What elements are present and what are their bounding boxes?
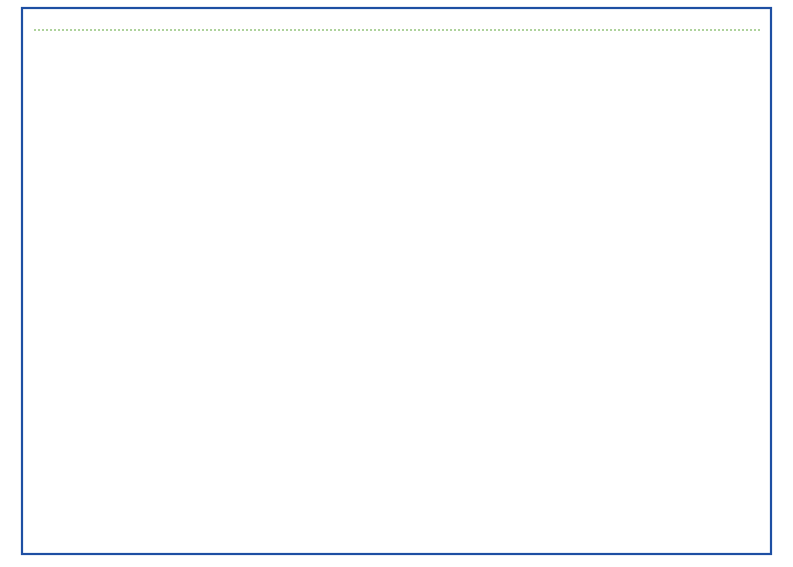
outer-frame [22, 8, 771, 554]
